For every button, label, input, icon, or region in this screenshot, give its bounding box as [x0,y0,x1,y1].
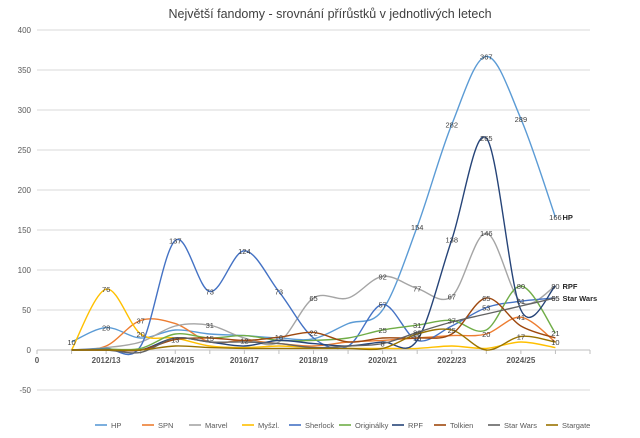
data-label: 80 [517,282,525,291]
data-label: 20 [482,330,490,339]
legend: HP SPN Marvel Myšzl. Sherlock Originálky RPF To… [95,421,590,430]
grid [37,29,590,391]
y-tick-label: 350 [18,66,32,75]
data-label: 77 [413,284,421,293]
data-label: 124 [238,247,251,256]
data-label: 65 [551,294,559,303]
x-tick-label: 2020/21 [368,356,397,365]
data-label: 16 [275,333,283,342]
x-tick-label: 0 [35,356,40,365]
legend-label: Myšzl. [258,421,279,430]
y-tick-label: -50 [19,386,31,395]
data-label: 13 [171,336,179,345]
data-label: 137 [169,236,182,245]
data-label: 10 [551,338,559,347]
data-label: 367 [480,52,493,61]
y-tick-label: 50 [22,306,31,315]
data-label: 12 [240,336,248,345]
series-lines [70,55,557,356]
series-line-marvel [71,232,556,351]
data-label: 65 [551,294,559,303]
y-tick-label: 150 [18,226,32,235]
legend-label: Star Wars [504,421,537,430]
x-tick-label: 2014/2015 [156,356,194,365]
series-end-label: RPF [562,282,577,291]
data-label: 31 [206,321,214,330]
data-label: 67 [448,292,456,301]
data-label: 57 [378,300,386,309]
data-label: 25 [378,326,386,335]
data-label: 265 [480,134,493,143]
data-label: 282 [445,120,458,129]
y-tick-label: 100 [18,266,32,275]
data-label: 166 [549,213,562,222]
series-line-stargate [71,328,556,352]
y-tick-label: 250 [18,146,32,155]
data-label: 154 [411,223,424,232]
data-label: 15 [413,334,421,343]
data-label: 8 [381,340,385,349]
legend-label: Stargate [562,421,590,430]
data-label: 10 [67,338,75,347]
data-label: 289 [515,115,528,124]
series-line-sherlock [71,238,556,356]
data-label: 73 [206,288,214,297]
data-label: 22 [413,328,421,337]
chart-title: Největší fandomy - srovnání přírůstků v … [168,7,491,21]
y-tick-label: 200 [18,186,32,195]
series-line-origin-lky [71,285,556,351]
legend-label: HP [111,421,121,430]
data-label: 17 [517,332,525,341]
x-tick-label: 2012/13 [92,356,121,365]
data-label: 28 [102,324,110,333]
data-label: 76 [102,285,110,294]
data-label: 15 [206,334,214,343]
data-label: 20 [137,330,145,339]
x-tick-label: 2024/25 [506,356,535,365]
data-label: 92 [378,272,386,281]
data-label: 25 [448,326,456,335]
data-label: 65 [309,294,317,303]
data-label: 21 [551,329,559,338]
legend-label: SPN [158,421,173,430]
data-label: 53 [482,304,490,313]
data-label: 138 [445,236,458,245]
data-label: 61 [517,297,525,306]
y-tick-label: 400 [18,26,32,35]
series-line-tolkien [71,297,556,352]
data-label: 65 [482,294,490,303]
y-tick-label: 0 [27,346,32,355]
series-line-hp [71,55,557,343]
legend-label: Marvel [205,421,228,430]
data-label: 37 [448,316,456,325]
data-label: 37 [137,316,145,325]
x-tick-label: 2016/17 [230,356,259,365]
legend-label: RPF [408,421,423,430]
data-label: 22 [309,328,317,337]
legend-label: Originálky [355,421,389,430]
data-label: 73 [275,288,283,297]
series-end-label: HP [562,213,572,222]
data-labels: 10 28 154 282 367 289 166 HP 37 20 41 31 65 92 77 67 146… [67,52,597,348]
legend-label: Tolkien [450,421,473,430]
data-label: 31 [413,321,421,330]
y-tick-label: 300 [18,106,32,115]
legend-label: Sherlock [305,421,334,430]
data-label: 146 [480,229,493,238]
data-label: 20 [413,330,421,339]
series-end-label: Star Wars [562,294,597,303]
x-tick-label: 2018/19 [299,356,328,365]
x-tick-label: 2022/23 [437,356,466,365]
data-label: 41 [517,313,525,322]
data-label: 80 [551,282,559,291]
